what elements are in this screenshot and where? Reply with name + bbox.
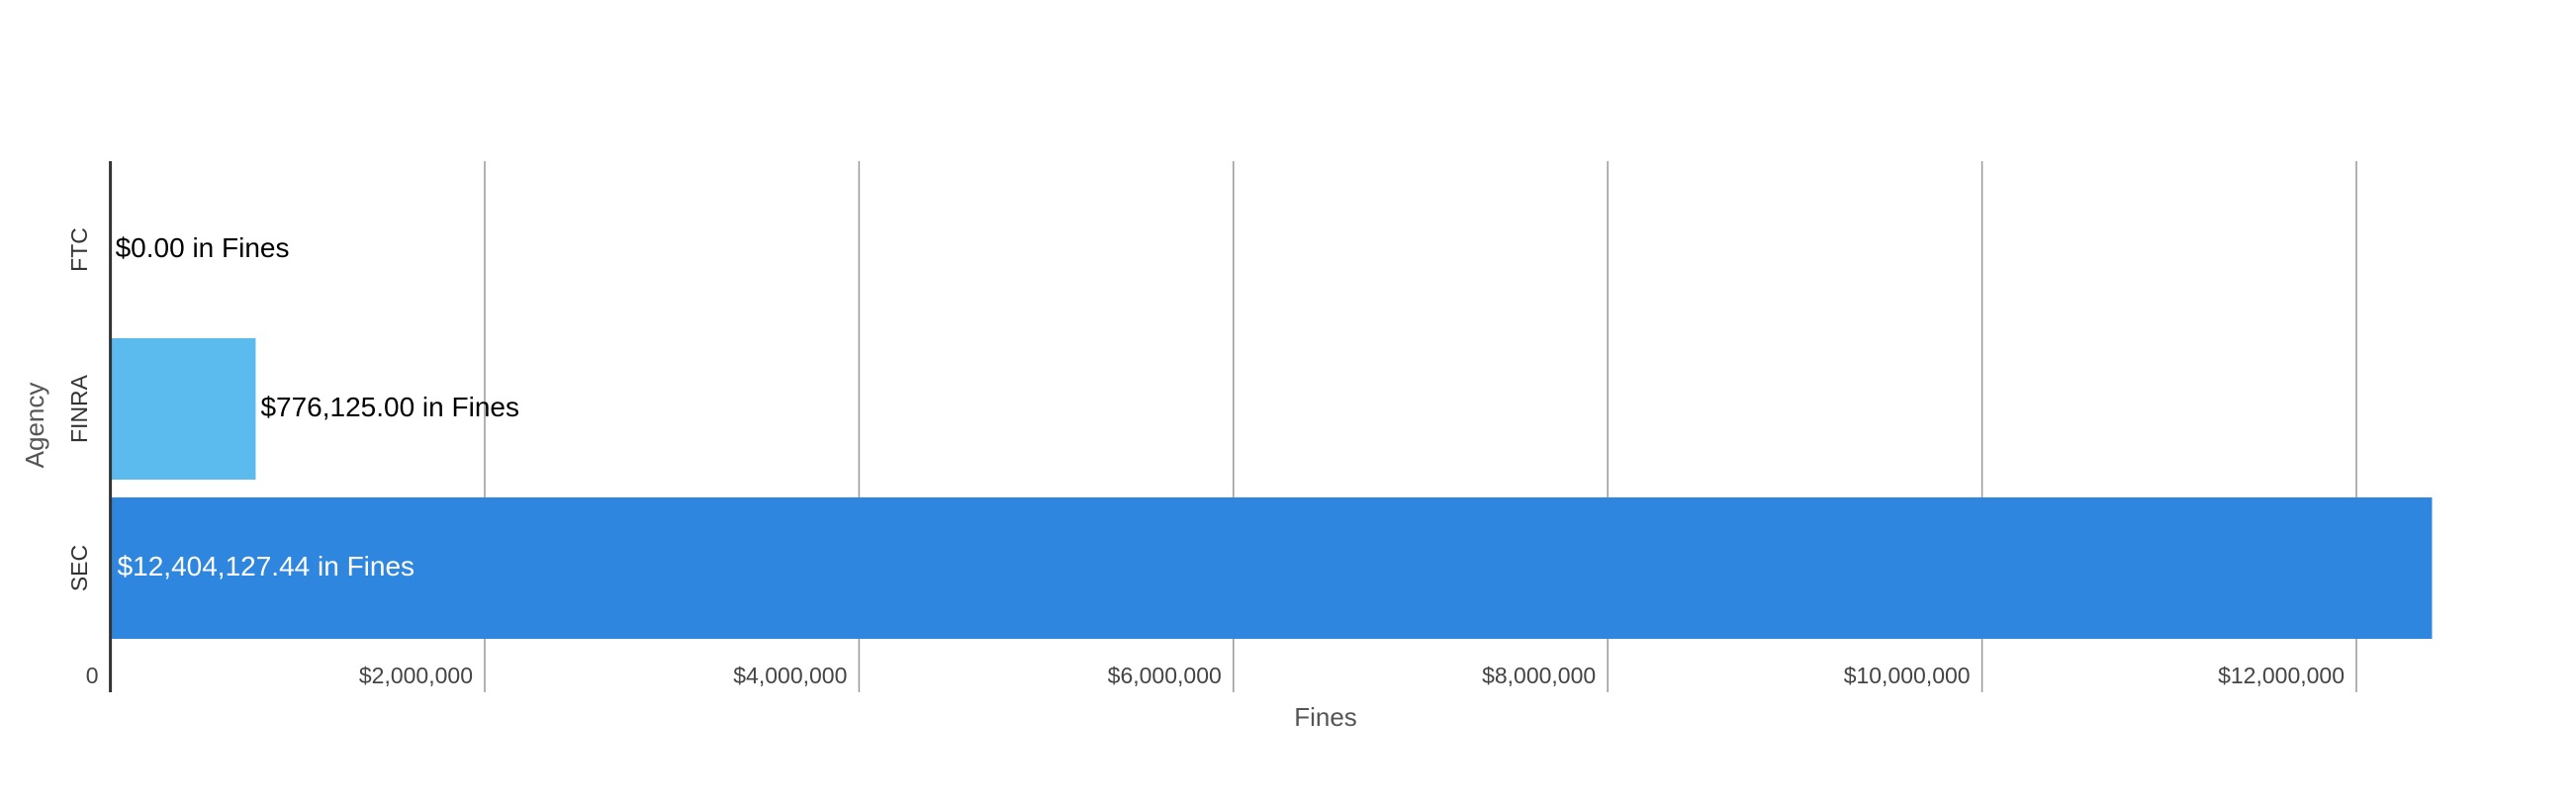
x-tick-label: $6,000,000 xyxy=(1108,663,1222,688)
value-label: $12,404,127.44 in Fines xyxy=(118,551,414,581)
x-tick-label: 0 xyxy=(86,663,99,688)
y-axis-title: Agency xyxy=(20,383,49,469)
x-tick-label: $4,000,000 xyxy=(733,663,847,688)
value-label: $776,125.00 in Fines xyxy=(260,392,519,422)
bar xyxy=(110,497,2433,639)
x-tick-label: $8,000,000 xyxy=(1482,663,1596,688)
x-axis-title: Fines xyxy=(1294,702,1357,732)
bar xyxy=(110,338,256,480)
value-label: $0.00 in Fines xyxy=(116,232,290,263)
x-tick-label: $2,000,000 xyxy=(359,663,473,688)
x-tick-label: $12,000,000 xyxy=(2218,663,2345,688)
y-tick-label: FTC xyxy=(66,227,92,272)
x-tick-label: $10,000,000 xyxy=(1844,663,1971,688)
y-tick-label: FINRA xyxy=(66,374,92,443)
y-tick-label: SEC xyxy=(66,545,92,591)
